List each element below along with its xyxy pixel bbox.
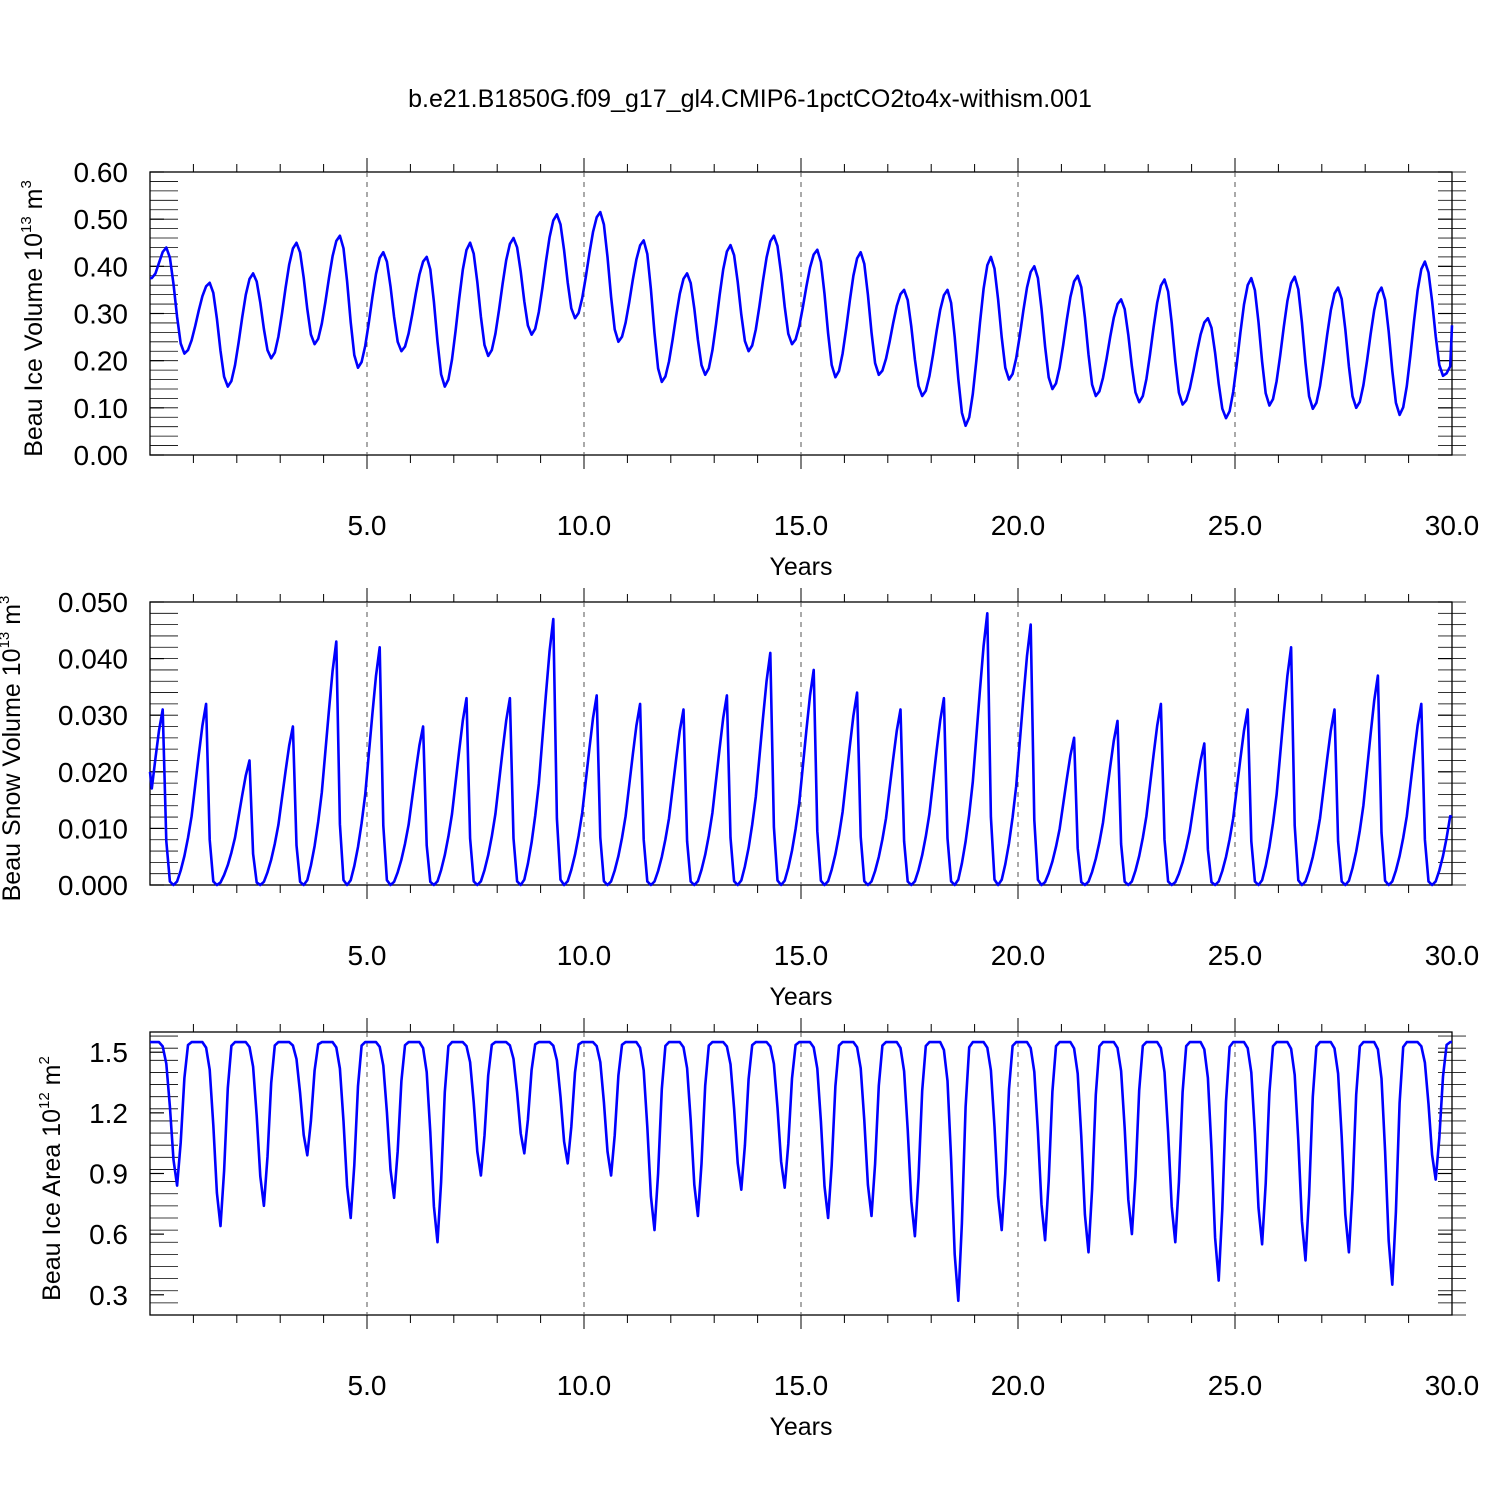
y-axis-label-main: Beau Snow Volume 10	[0, 648, 26, 901]
x-tick-label: 30.0	[1425, 940, 1480, 971]
y-axis-label-unit-exp: 3	[0, 596, 13, 604]
y-axis-label-unit-exp: 3	[18, 180, 35, 188]
y-tick-label: 0.3	[89, 1280, 128, 1311]
x-tick-label: 25.0	[1208, 510, 1263, 541]
x-tick-label: 5.0	[348, 940, 387, 971]
panel-2: 5.0 10.0 15.0 20.0 25.0 30.0 Years 0.000 0.010 0.…	[0, 587, 1479, 1011]
y-tick-label: 0.00	[74, 440, 129, 471]
x-tick-label: 15.0	[774, 940, 829, 971]
y-tick-label: 0.9	[89, 1159, 128, 1190]
series-line	[148, 612, 1453, 887]
y-tick-label: 0.40	[74, 251, 129, 282]
y-tick-label: 0.050	[58, 587, 128, 618]
x-axis-label: Years	[769, 983, 832, 1011]
y-tick-label: 0.040	[58, 644, 128, 675]
x-tick-label: 15.0	[774, 1370, 829, 1401]
y-axis-label-unit: m	[20, 189, 48, 217]
y-axis-label-exp: 13	[0, 632, 13, 649]
series-line	[150, 210, 1454, 428]
y-axis-label-main: Beau Ice Area 10	[38, 1109, 66, 1301]
y-axis-label-unit: m	[0, 604, 26, 632]
y-axis-label: Beau Snow Volume 1013 m3	[0, 596, 26, 902]
y-tick-label: 0.010	[58, 813, 128, 844]
x-tick-label: 30.0	[1425, 1370, 1480, 1401]
y-axis-label: Beau Ice Volume 1013 m3	[18, 180, 48, 457]
y-axis-label-unit: m	[38, 1065, 66, 1093]
panel-3: 5.0 10.0 15.0 20.0 25.0 30.0 Years 0.3 0.6 0.9 1.2…	[36, 1018, 1479, 1441]
panel-1: 5.0 10.0 15.0 20.0 25.0 30.0 Years 0.00 0.10 0.20…	[18, 157, 1479, 581]
x-tick-label: 20.0	[991, 510, 1046, 541]
x-axis-label: Years	[769, 1413, 832, 1441]
x-tick-label: 10.0	[557, 1370, 612, 1401]
x-tick-label: 25.0	[1208, 1370, 1263, 1401]
series-line	[150, 1040, 1452, 1303]
y-tick-label: 0.020	[58, 757, 128, 788]
y-axis-label-unit-exp: 2	[36, 1056, 53, 1064]
y-tick-label: 0.6	[89, 1219, 128, 1250]
x-tick-label: 25.0	[1208, 940, 1263, 971]
y-tick-label: 1.2	[89, 1098, 128, 1129]
x-tick-label: 20.0	[991, 1370, 1046, 1401]
y-tick-label: 0.60	[74, 157, 129, 188]
figure-title: b.e21.B1850G.f09_g17_gl4.CMIP6-1pctCO2to…	[408, 85, 1092, 113]
x-axis-label: Years	[769, 553, 832, 581]
x-tick-label: 5.0	[348, 1370, 387, 1401]
y-axis-label-exp: 12	[36, 1092, 53, 1109]
y-axis-label-exp: 13	[18, 216, 35, 233]
x-tick-label: 15.0	[774, 510, 829, 541]
y-tick-label: 0.50	[74, 204, 129, 235]
y-tick-label: 0.10	[74, 393, 129, 424]
y-tick-label: 0.30	[74, 299, 129, 330]
x-tick-label: 10.0	[557, 940, 612, 971]
x-tick-label: 20.0	[991, 940, 1046, 971]
y-tick-label: 1.5	[89, 1037, 128, 1068]
y-tick-label: 0.030	[58, 700, 128, 731]
y-axis-label: Beau Ice Area 1012 m2	[36, 1056, 66, 1301]
x-tick-label: 30.0	[1425, 510, 1480, 541]
x-tick-label: 10.0	[557, 510, 612, 541]
x-tick-label: 5.0	[348, 510, 387, 541]
y-tick-label: 0.20	[74, 346, 129, 377]
y-tick-label: 0.000	[58, 870, 128, 901]
y-axis-label-main: Beau Ice Volume 10	[20, 233, 48, 457]
